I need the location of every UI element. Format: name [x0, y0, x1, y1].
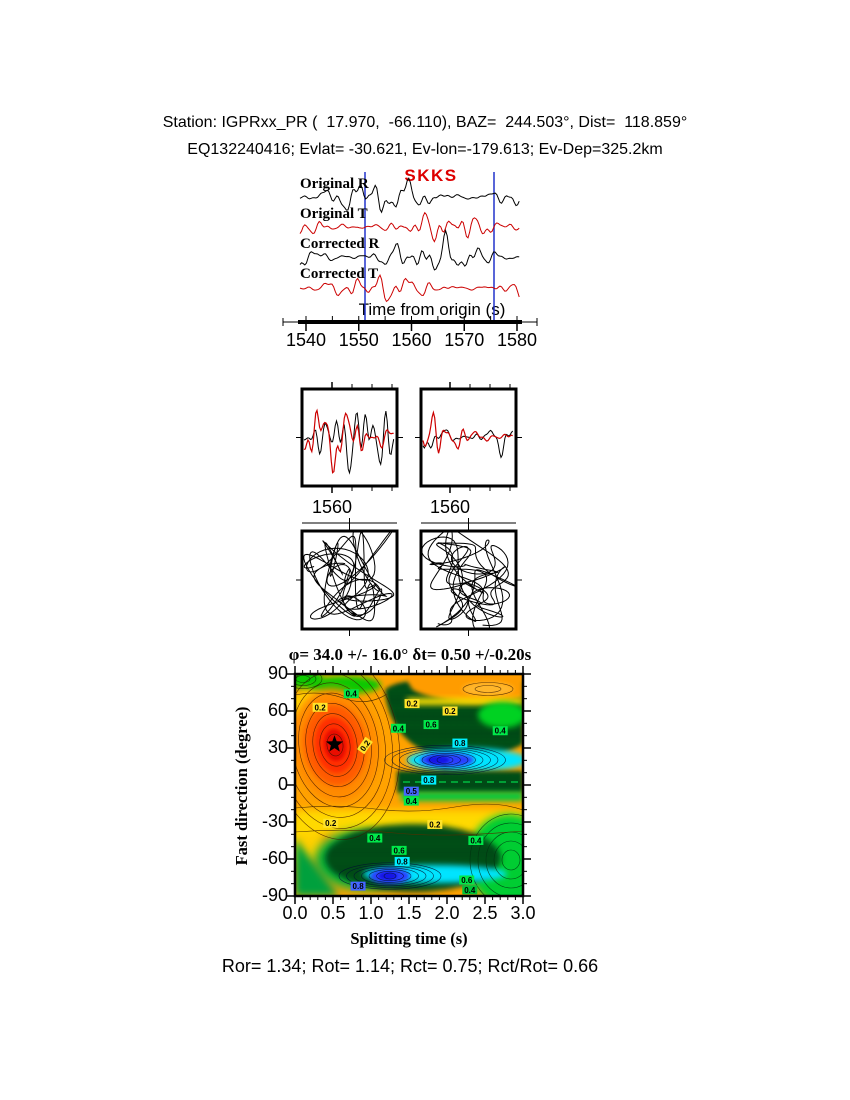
x-tick-label: 1.5: [396, 903, 422, 923]
phase-label: SKKS: [404, 166, 458, 185]
wavebox-0-black-trace: [303, 411, 395, 475]
contour-label: 0.8: [421, 775, 437, 785]
contour-label: 0.5: [403, 786, 419, 796]
x-tick-label: 1.0: [358, 903, 384, 923]
svg-text:0.4: 0.4: [393, 724, 405, 733]
trace-label-1: Original T: [300, 206, 368, 222]
contour-label: 0.4: [468, 836, 484, 846]
contour-label: 0.4: [462, 885, 478, 895]
time-tick-label: 1560: [391, 330, 432, 350]
svg-text:0.5: 0.5: [406, 787, 418, 796]
trace-label-3: Corrected T: [300, 266, 379, 282]
svg-text:0.2: 0.2: [429, 820, 441, 829]
seismogram-panel: [282, 172, 538, 331]
time-axis-label: Time from origin (s): [358, 300, 506, 319]
wavebox-tick-label: 1560: [429, 497, 471, 517]
svg-text:0.8: 0.8: [397, 857, 409, 866]
svg-text:0.4: 0.4: [406, 797, 418, 806]
time-tick-label: 1540: [285, 330, 327, 350]
svg-text:0.2: 0.2: [325, 819, 337, 828]
svg-text:0.4: 0.4: [470, 837, 482, 846]
time-tick-label: 1570: [444, 330, 485, 350]
station-header: Station: IGPRxx_PR ( 17.970, -66.110), B…: [162, 114, 688, 131]
x-tick-label: 3.0: [510, 903, 536, 923]
wavebox-0-red-trace: [303, 408, 394, 474]
trace-1: [299, 211, 520, 243]
event-header: EQ132240416; Evlat= -30.621, Ev-lon=-179…: [187, 141, 663, 158]
pm-curve-0: [303, 532, 395, 622]
contour-label: 0.8: [452, 738, 468, 748]
pm-curve-1: [422, 532, 515, 628]
x-tick-label: 2.5: [472, 903, 498, 923]
contour-label: 0.8: [394, 856, 410, 866]
error-surface-map: 0.40.2 0.20.20.4 0.60.80.40.20.80.50.40.2 0…: [295, 674, 523, 896]
svg-text:0.2: 0.2: [406, 700, 418, 709]
stats-line: Ror= 1.34; Rot= 1.14; Rct= 0.75; Rct/Rot…: [221, 956, 599, 976]
contour-label: 0.2: [427, 819, 443, 829]
contour-title: φ= 34.0 +/- 16.0° δt= 0.50 +/-0.20s: [288, 645, 532, 664]
y-tick-label: -90: [261, 885, 288, 905]
contour-label: 0.4: [492, 726, 508, 736]
svg-text:0.4: 0.4: [346, 690, 358, 699]
trace-2: [299, 228, 520, 271]
contour-label: 0.2: [312, 702, 328, 712]
y-tick-label: 60: [267, 700, 288, 720]
contour-label: 0.4: [343, 689, 359, 699]
y-tick-label: -30: [261, 811, 288, 831]
contour-label: 0.4: [403, 796, 419, 806]
y-tick-label: 0: [277, 774, 288, 794]
y-tick-label: 30: [267, 737, 288, 757]
x-tick-label: 0.5: [320, 903, 346, 923]
wavebox-1-red-trace: [422, 410, 513, 454]
waveform-compare-panels: [296, 382, 522, 528]
y-tick-label: -60: [261, 848, 288, 868]
wavebox-1-black-trace: [422, 429, 514, 459]
y-tick-label: 90: [267, 663, 288, 683]
contour-label: 0.4: [367, 833, 383, 843]
trace-3: [299, 273, 520, 303]
svg-text:0.8: 0.8: [353, 882, 365, 891]
contour-label: 0.2: [404, 699, 420, 709]
best-fit-star-icon: [326, 735, 344, 752]
x-tick-label: 2.0: [434, 903, 460, 923]
contour-label: 0.6: [423, 720, 439, 730]
contour-label: 0.8: [350, 881, 366, 891]
contour-label: 0.6: [391, 845, 407, 855]
svg-text:0.8: 0.8: [423, 776, 435, 785]
svg-text:0.6: 0.6: [461, 876, 473, 885]
trace-label-2: Corrected R: [300, 236, 380, 252]
contour-label: 0.2: [323, 818, 339, 828]
time-tick-label: 1550: [338, 330, 379, 350]
svg-text:0.4: 0.4: [464, 886, 476, 895]
particle-motion-panels: [296, 524, 522, 636]
x-tick-label: 0.0: [282, 903, 308, 923]
contour-label: 0.6: [459, 875, 475, 885]
svg-text:0.6: 0.6: [394, 846, 406, 855]
svg-text:0.4: 0.4: [495, 727, 507, 736]
svg-text:0.2: 0.2: [444, 707, 456, 716]
trace-0: [299, 177, 520, 214]
contour-label: 0.2: [442, 706, 458, 716]
contour-label: 0.4: [390, 723, 406, 733]
wavebox-tick-label: 1560: [311, 497, 353, 517]
svg-text:0.6: 0.6: [425, 721, 437, 730]
svg-text:0.8: 0.8: [454, 739, 466, 748]
contour-xlabel: Splitting time (s): [350, 929, 468, 948]
time-tick-label: 1580: [496, 330, 538, 350]
svg-text:0.2: 0.2: [315, 703, 327, 712]
svg-text:0.4: 0.4: [369, 834, 381, 843]
trace-label-0: Original R: [300, 176, 369, 192]
